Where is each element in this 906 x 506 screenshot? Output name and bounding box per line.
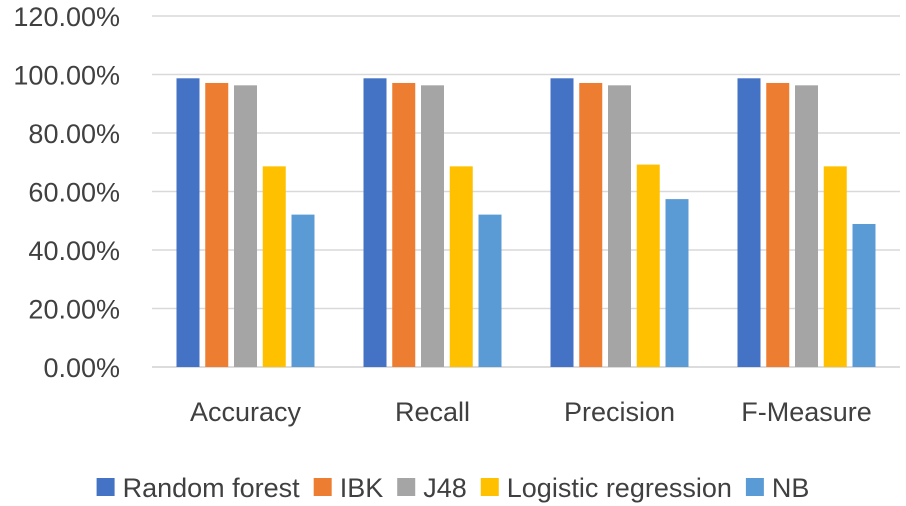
y-tick-label: 80.00% [28, 119, 120, 149]
y-tick-label: 40.00% [28, 236, 120, 266]
bar-random-forest-f-measure [737, 78, 761, 368]
x-tick-label: Precision [564, 397, 675, 427]
legend-label: Logistic regression [507, 473, 732, 503]
x-tick-label: F-Measure [741, 397, 872, 427]
legend-label: J48 [423, 473, 467, 503]
legend-label: Random forest [123, 473, 301, 503]
legend-swatch [96, 478, 115, 496]
bar-ibk-accuracy [205, 82, 229, 368]
bar-j48-precision [608, 85, 631, 367]
bar-ibk-f-measure [766, 82, 790, 368]
bar-nb-precision [665, 199, 689, 367]
legend-item-ibk: IBK [313, 473, 384, 503]
bar-nb-recall [478, 214, 502, 367]
bar-random-forest-precision [550, 78, 574, 368]
legend-item-j48: J48 [397, 473, 467, 503]
y-tick-label: 0.00% [43, 353, 120, 383]
bar-ibk-precision [579, 82, 603, 368]
legend-swatch [313, 478, 332, 496]
y-tick-label: 100.00% [13, 61, 120, 91]
bar-j48-f-measure [795, 85, 818, 367]
legend-item-random-forest: Random forest [96, 473, 301, 503]
bar-nb-f-measure [852, 223, 876, 367]
bars [176, 78, 876, 368]
bar-random-forest-recall [363, 78, 387, 368]
y-tick-label: 120.00% [13, 2, 120, 32]
bar-logistic-regression-f-measure [823, 166, 847, 367]
legend: Random forest IBK J48 Logistic regression NB [96, 473, 810, 503]
x-tick-label: Accuracy [190, 397, 302, 427]
axes: 0.00% 20.00% 40.00% 60.00% 80.00% 100.00% 120.… [13, 2, 871, 427]
legend-swatch [480, 478, 499, 496]
legend-swatch [745, 478, 764, 496]
bar-nb-accuracy [291, 214, 315, 367]
bar-random-forest-accuracy [176, 78, 200, 368]
bar-logistic-regression-precision [636, 164, 660, 367]
legend-label: NB [772, 473, 810, 503]
legend-label: IBK [340, 473, 384, 503]
bar-logistic-regression-recall [449, 166, 473, 367]
bar-ibk-recall [392, 82, 416, 368]
legend-item-nb: NB [745, 473, 810, 503]
bar-logistic-regression-accuracy [262, 166, 286, 367]
y-tick-label: 60.00% [28, 178, 120, 208]
legend-swatch [397, 478, 416, 496]
legend-item-logistic-regression: Logistic regression [480, 473, 732, 503]
bar-j48-recall [421, 85, 444, 367]
x-tick-label: Recall [395, 397, 470, 427]
bar-j48-accuracy [234, 85, 257, 367]
y-tick-label: 20.00% [28, 295, 120, 325]
